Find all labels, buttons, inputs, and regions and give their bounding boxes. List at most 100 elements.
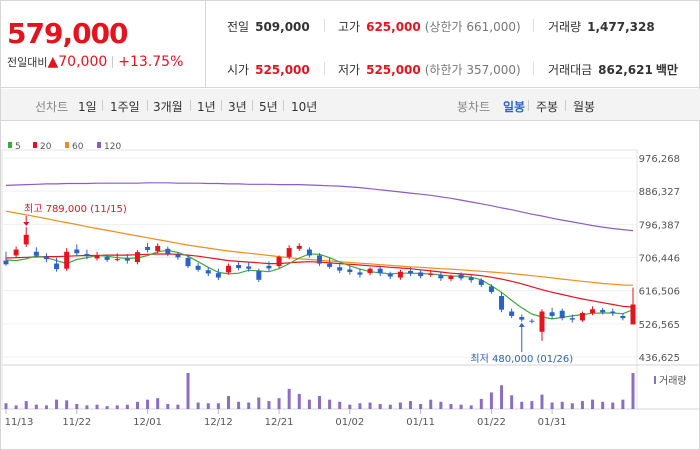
volume-bar	[14, 405, 18, 409]
period-1d[interactable]: 1일	[78, 100, 97, 114]
candle	[509, 308, 515, 319]
divider	[528, 100, 529, 111]
candle	[225, 263, 231, 275]
candle	[630, 287, 636, 325]
period-3y[interactable]: 3년	[228, 100, 247, 114]
volume-bar	[338, 401, 342, 409]
volume-bar	[520, 401, 524, 409]
up-arrow-icon: ▲	[47, 54, 59, 70]
candle-body	[13, 249, 19, 256]
volume-bar	[621, 399, 625, 409]
candle	[468, 275, 474, 283]
candle	[559, 308, 565, 321]
volume-bar	[216, 403, 220, 409]
volume-bar	[398, 402, 402, 409]
x-tick-label: 01/22	[477, 417, 506, 428]
amount-label: 거래대금	[548, 63, 593, 77]
candle-body	[367, 268, 373, 274]
candle	[408, 267, 414, 277]
candle	[13, 246, 19, 259]
volume-bar	[85, 405, 89, 409]
candle-body	[387, 273, 393, 277]
legend-label: 120	[104, 142, 122, 152]
low-value: 525,000	[366, 63, 421, 77]
period-3m[interactable]: 3개월	[153, 100, 183, 114]
volume-bar	[277, 398, 281, 409]
volume-bar	[44, 405, 48, 409]
period-1y[interactable]: 1년	[197, 100, 216, 114]
candles	[3, 227, 636, 342]
period-1w[interactable]: 1주일	[110, 100, 140, 114]
candle	[499, 292, 505, 313]
amount-unit: 백만	[655, 63, 678, 77]
volume-bar	[601, 401, 605, 409]
candle	[256, 268, 262, 283]
line-chart-label: 선차트	[35, 100, 69, 114]
volume-bar	[580, 401, 584, 409]
volume-value: 1,477,328	[587, 20, 655, 34]
y-tick-label: 436,625	[639, 353, 680, 364]
candle	[478, 278, 484, 288]
candle	[286, 245, 292, 260]
candle-body	[296, 245, 302, 249]
candle-body	[246, 266, 252, 269]
candle-body	[43, 256, 49, 260]
divider	[533, 62, 534, 75]
change-row: 전일대비▲70,000 +13.75%	[7, 54, 183, 70]
period-5y[interactable]: 5년	[259, 100, 278, 114]
candle	[387, 271, 393, 280]
volume-bar	[34, 404, 38, 409]
candle	[418, 269, 424, 279]
candle-body	[569, 318, 575, 320]
candle	[539, 309, 545, 342]
price-box: 579,000 전일대비▲70,000 +13.75%	[1, 1, 206, 88]
volume-bar	[429, 399, 433, 409]
candle-body	[205, 270, 211, 274]
candle-weekly[interactable]: 주봉	[536, 100, 559, 114]
candle	[185, 255, 191, 268]
high-arrow-head	[23, 222, 30, 227]
legend-swatch	[33, 142, 37, 148]
volume-bar	[530, 401, 534, 409]
volume-bar	[146, 399, 150, 409]
volume-bar	[95, 404, 99, 409]
volume-bars: 거래량	[4, 373, 687, 409]
volume-bar	[388, 404, 392, 409]
candle	[590, 306, 596, 316]
volume-bar	[166, 403, 170, 409]
candle-body	[327, 263, 333, 267]
volume-bar	[226, 396, 230, 409]
candle-body	[23, 234, 29, 245]
candle-body	[225, 265, 231, 273]
divider	[565, 100, 566, 111]
volume-bar	[358, 403, 362, 409]
period-10y[interactable]: 10년	[291, 100, 318, 114]
volume-bar	[55, 399, 59, 409]
ma60-line	[5, 210, 634, 286]
candle-body	[74, 249, 80, 254]
plot-border	[1, 149, 638, 410]
candle-daily[interactable]: 일봉	[503, 100, 526, 114]
candle	[620, 313, 626, 321]
high-label: 고가	[338, 20, 361, 34]
candle	[317, 253, 322, 266]
volume-bar	[257, 397, 261, 409]
low-arrow-head	[518, 322, 525, 327]
candle	[54, 257, 60, 272]
divider	[252, 100, 253, 111]
volume-bar	[540, 394, 544, 409]
divider	[283, 100, 284, 111]
divider	[190, 100, 191, 111]
x-axis: 11/13 11/22 12/01 12/12 12/21 01/02 01/11 01/22…	[5, 409, 567, 428]
change-amount: 70,000	[58, 54, 108, 70]
volume-bar	[378, 403, 382, 409]
legend-swatch	[8, 142, 12, 148]
legend-ma60: 60	[65, 142, 83, 152]
x-tick-label: 11/13	[5, 417, 34, 428]
volume-bar	[24, 401, 28, 409]
candle-body	[478, 280, 484, 285]
candle-body	[549, 312, 555, 316]
volume-bar	[550, 402, 554, 409]
candle-monthly[interactable]: 월봉	[573, 100, 596, 114]
volume-bar	[196, 402, 200, 409]
